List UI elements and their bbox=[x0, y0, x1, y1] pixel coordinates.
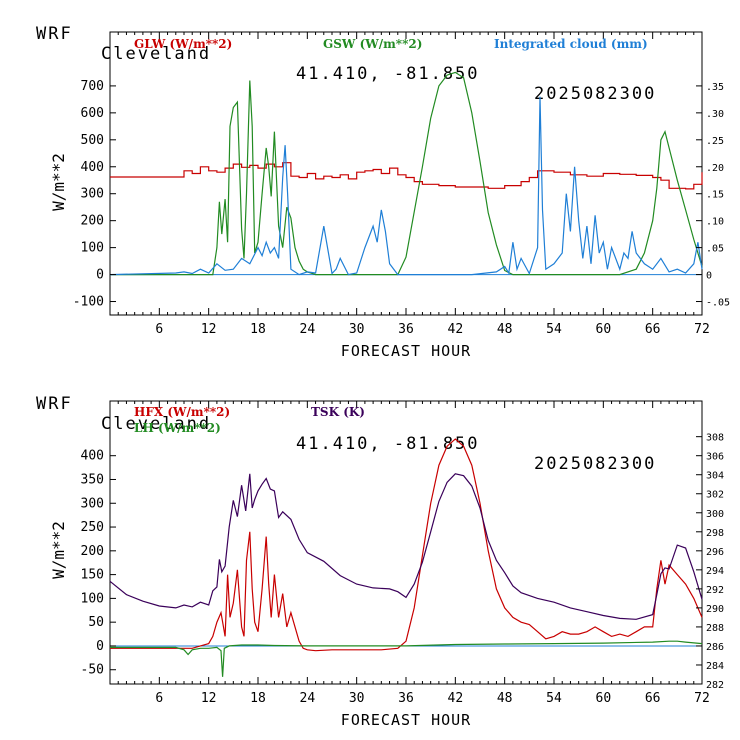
bottom-header-date: 2025082300 bbox=[534, 454, 657, 474]
bottom-header-model: WRF bbox=[36, 394, 73, 414]
bottom-y-tick-label: 50 bbox=[88, 615, 104, 630]
top-y-tick-label: 400 bbox=[81, 160, 104, 175]
bottom-y-axis-label: W/m**2 bbox=[49, 521, 68, 579]
top-x-tick-label: 42 bbox=[448, 322, 464, 337]
bottom-x-tick-label: 42 bbox=[448, 691, 464, 706]
top-x-tick-label: 30 bbox=[349, 322, 365, 337]
top-y-tick-label: 100 bbox=[81, 241, 104, 256]
bottom-y2-tick-label: 288 bbox=[706, 623, 724, 634]
top-header-date: 2025082300 bbox=[534, 84, 657, 104]
top-y2-tick-label: .35 bbox=[706, 82, 724, 93]
bottom-series-2-line bbox=[109, 473, 703, 620]
top-legend-gsw: GSW (W/m**2) bbox=[323, 37, 422, 51]
bottom-legend-lh: LH (W/m**2) bbox=[134, 421, 221, 435]
top-y2-tick-label: -.05 bbox=[706, 298, 730, 309]
top-x-tick-label: 36 bbox=[398, 322, 414, 337]
bottom-header: WRF Cleveland 41.410, -81.850 2025082300 bbox=[0, 374, 740, 474]
bottom-y-tick-label: 0 bbox=[96, 639, 104, 654]
top-y-tick-label: 200 bbox=[81, 214, 104, 229]
bottom-chart: -50 0 50 100 150 200 250 300 350 400 282 284 286 288… bbox=[49, 400, 724, 729]
top-series-2-line bbox=[109, 96, 703, 276]
top-y2-tick-label: .30 bbox=[706, 109, 724, 120]
bottom-y-tick-label: 200 bbox=[81, 544, 104, 559]
top-x-tick-label: 18 bbox=[250, 322, 266, 337]
bottom-series-0-line bbox=[110, 438, 703, 652]
top-x-tick-label: 72 bbox=[694, 322, 710, 337]
bottom-y2-tick-label: 292 bbox=[706, 585, 724, 596]
bottom-x-tick-label: 54 bbox=[546, 691, 562, 706]
bottom-y2-tick-label: 306 bbox=[706, 452, 724, 463]
bottom-y-tick-label: 100 bbox=[81, 591, 104, 606]
bottom-y2-tick-label: 304 bbox=[706, 471, 724, 482]
bottom-x-tick-label: 6 bbox=[155, 691, 163, 706]
bottom-y-tick-label: 350 bbox=[81, 472, 104, 487]
top-y2-tick-label: .20 bbox=[706, 163, 724, 174]
top-y-tick-label: 0 bbox=[96, 268, 104, 283]
bottom-x-tick-label: 66 bbox=[645, 691, 661, 706]
top-legend-cloud: Integrated cloud (mm) bbox=[494, 37, 648, 51]
bottom-y2-tick-label: 290 bbox=[706, 604, 724, 615]
bottom-y-tick-label: 150 bbox=[81, 568, 104, 583]
bottom-x-tick-label: 72 bbox=[694, 691, 710, 706]
bottom-x-tick-label: 12 bbox=[201, 691, 217, 706]
top-y-axis-label: W/m**2 bbox=[49, 153, 68, 211]
top-header-model: WRF bbox=[36, 24, 73, 44]
top-y2-tick-label: .05 bbox=[706, 244, 724, 255]
bottom-y-tick-label: 300 bbox=[81, 496, 104, 511]
bottom-y2-tick-label: 302 bbox=[706, 490, 724, 501]
top-y-tick-label: 600 bbox=[81, 106, 104, 121]
top-x-tick-label: 24 bbox=[300, 322, 316, 337]
top-series-1-line bbox=[110, 71, 703, 276]
bottom-y-tick-label: 250 bbox=[81, 520, 104, 535]
bottom-y2-tick-label: 286 bbox=[706, 642, 724, 653]
bottom-x-tick-label: 60 bbox=[596, 691, 612, 706]
bottom-header-coords: 41.410, -81.850 bbox=[296, 434, 480, 454]
bottom-y2-tick-label: 308 bbox=[706, 433, 724, 444]
bottom-x-tick-label: 18 bbox=[250, 691, 266, 706]
top-header: WRF Cleveland 41.410, -81.850 2025082300 bbox=[0, 4, 740, 104]
bottom-y2-tick-label: 284 bbox=[706, 661, 724, 672]
top-y2-tick-label: .15 bbox=[706, 190, 724, 201]
bottom-x-tick-label: 48 bbox=[497, 691, 513, 706]
top-x-tick-label: 66 bbox=[645, 322, 661, 337]
top-x-tick-label: 12 bbox=[201, 322, 217, 337]
top-legend-glw: GLW (W/m**2) bbox=[134, 37, 232, 51]
top-x-tick-label: 6 bbox=[155, 322, 163, 337]
top-header-coords: 41.410, -81.850 bbox=[296, 64, 480, 84]
top-y2-tick-label: 0 bbox=[706, 271, 712, 282]
top-y-tick-label: 700 bbox=[81, 79, 104, 94]
bottom-legend-tsk: TSK (K) bbox=[311, 405, 365, 419]
top-x-tick-label: 48 bbox=[497, 322, 513, 337]
top-y2-tick-label: .10 bbox=[706, 217, 724, 228]
bottom-series-1-line bbox=[110, 640, 703, 677]
bottom-y2-tick-label: 294 bbox=[706, 566, 724, 577]
top-x-axis-label: FORECAST HOUR bbox=[341, 342, 471, 360]
bottom-x-tick-label: 36 bbox=[398, 691, 414, 706]
bottom-y2-tick-label: 298 bbox=[706, 528, 724, 539]
bottom-y-tick-label: 400 bbox=[81, 449, 104, 464]
bottom-header-city: Cleveland bbox=[101, 414, 212, 434]
bottom-y-tick-label: -50 bbox=[81, 663, 104, 678]
top-y-tick-label: -100 bbox=[73, 295, 104, 310]
bottom-x-tick-label: 30 bbox=[349, 691, 365, 706]
top-x-tick-label: 60 bbox=[596, 322, 612, 337]
bottom-y2-tick-label: 300 bbox=[706, 509, 724, 520]
bottom-x-axis-label: FORECAST HOUR bbox=[341, 711, 471, 729]
bottom-y2-tick-label: 282 bbox=[706, 680, 724, 691]
bottom-y2-tick-label: 296 bbox=[706, 547, 724, 558]
bottom-x-tick-label: 24 bbox=[300, 691, 316, 706]
top-chart: -100 0 100 200 300 400 500 600 700 -.05 0 .05 .10 .1… bbox=[49, 31, 730, 360]
top-x-tick-label: 54 bbox=[546, 322, 562, 337]
top-y2-tick-label: .25 bbox=[706, 136, 724, 147]
top-header-city: Cleveland bbox=[101, 44, 212, 64]
top-series-0-line bbox=[110, 162, 703, 190]
top-y-tick-label: 500 bbox=[81, 133, 104, 148]
top-y-tick-label: 300 bbox=[81, 187, 104, 202]
bottom-legend-hfx: HFX (W/m**2) bbox=[134, 405, 230, 419]
